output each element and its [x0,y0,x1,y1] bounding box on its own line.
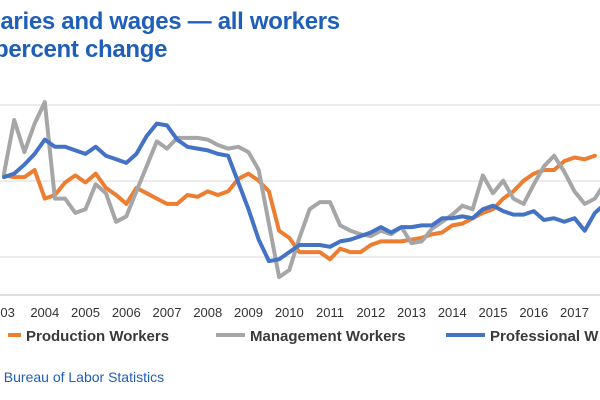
x-tick-label: 2008 [193,305,222,320]
x-tick-label: 2007 [153,305,182,320]
x-tick-label: 2014 [438,305,467,320]
legend-label: Production Workers [26,328,169,345]
x-tick-label: 2009 [234,305,263,320]
x-axis-tick-labels: 003 2004 2005 2006 2007 2008 2009 2010 2011 2012 2… [0,305,589,320]
legend: Production Workers Management Workers Prof… [8,328,599,345]
x-tick-label: 2004 [30,305,59,320]
x-tick-label: 2010 [275,305,304,320]
x-tick-label: 2013 [397,305,426,320]
x-tick-label: 2005 [71,305,100,320]
series-line-management-workers [2,100,600,280]
x-tick-label: 2012 [356,305,385,320]
series-line-professional-w [2,121,600,264]
legend-label: Professional W [490,328,599,345]
x-tick-label: 2015 [479,305,508,320]
x-tick-label: 2017 [560,305,589,320]
x-tick-label: 2011 [316,305,344,320]
x-tick-label: 003 [0,305,15,320]
chart-title: laries and wages — all workers percent c… [0,8,340,64]
series-lines [2,100,600,280]
chart-title-line2: percent change [0,36,168,63]
x-tick-label: 2006 [112,305,141,320]
legend-label: Management Workers [250,328,406,345]
line-chart: 003 2004 2005 2006 2007 2008 2009 2010 2011 2012 2… [0,100,600,345]
source-note: . Bureau of Labor Statistics [0,369,165,385]
chart-title-line1: laries and wages — all workers [0,8,340,35]
x-tick-label: 2016 [519,305,548,320]
